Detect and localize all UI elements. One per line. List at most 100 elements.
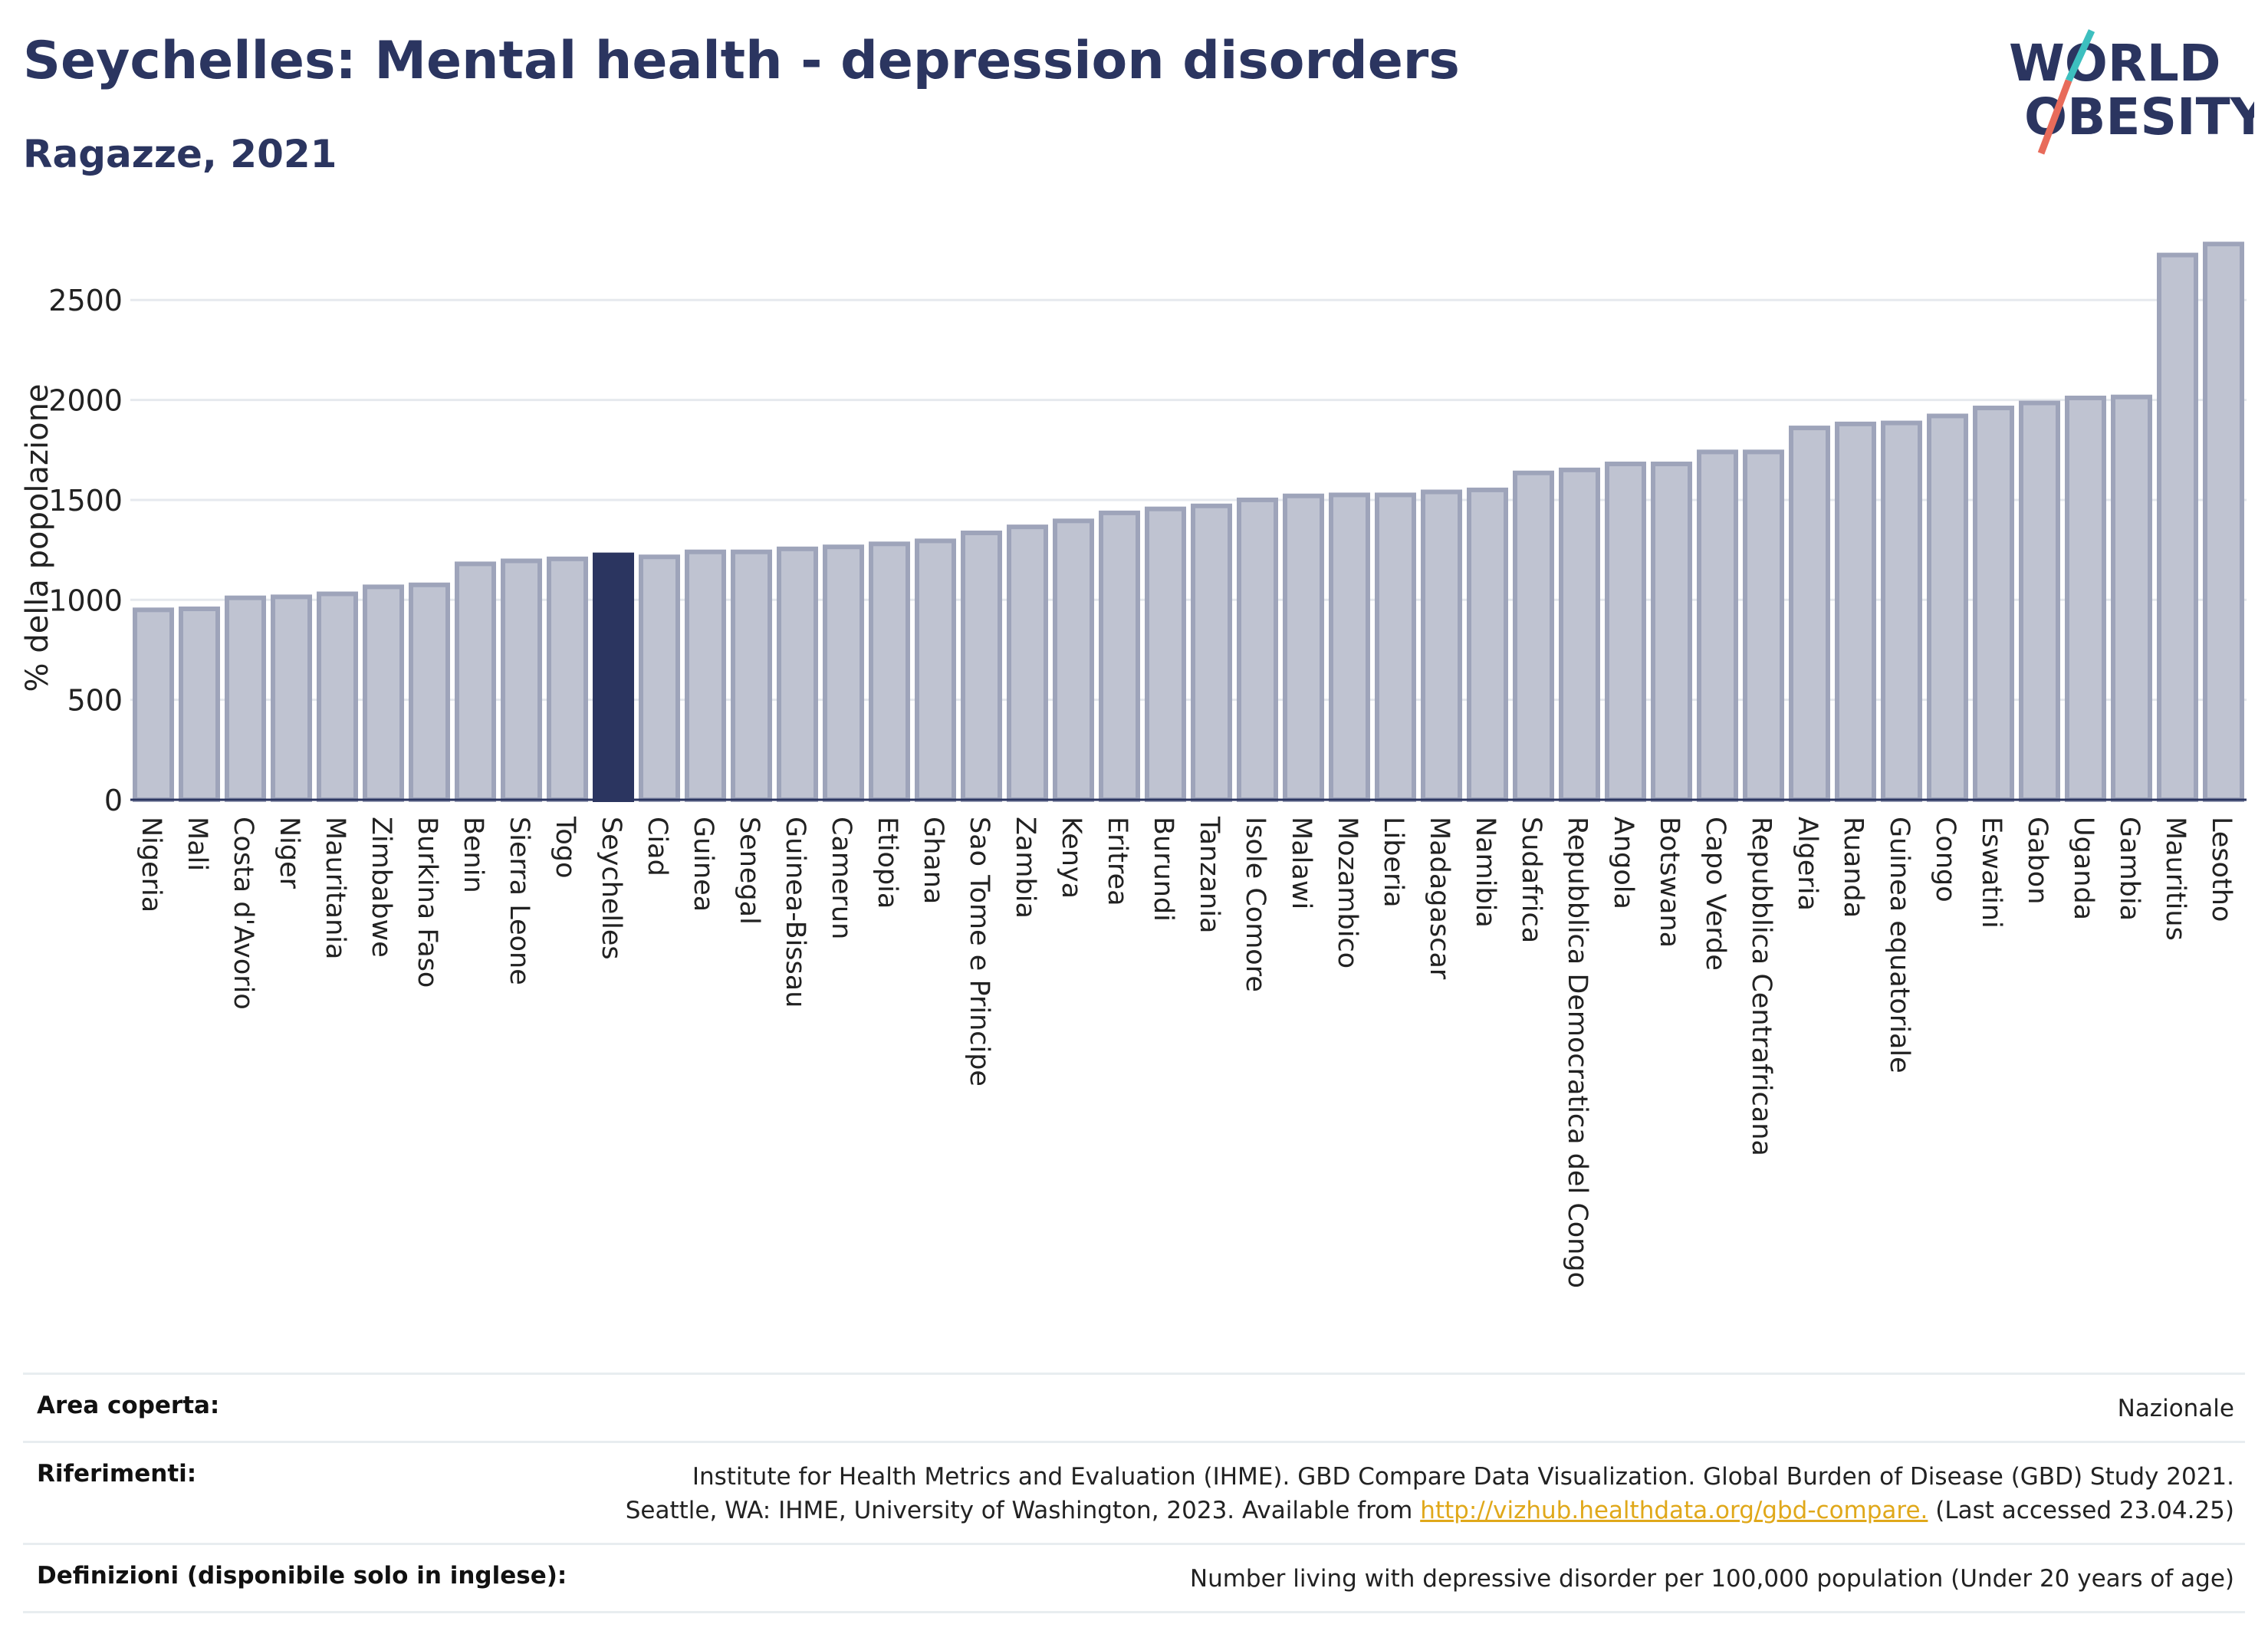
bar-isole-comore — [1237, 497, 1278, 803]
x-tick-label: Mali — [182, 817, 212, 871]
bar-zimbabwe — [363, 584, 404, 803]
x-tick-label: Zimbabwe — [366, 817, 396, 958]
bar-guinea-equatoriale — [1881, 420, 1922, 803]
bar-gabon — [2019, 400, 2060, 802]
area-value: Nazionale — [2117, 1395, 2234, 1422]
definitions-label: Definizioni (disponibile solo in inglese… — [37, 1562, 567, 1590]
x-tick-label: Costa d'Avorio — [228, 817, 258, 1010]
bar-sierra-leone — [501, 558, 542, 803]
y-axis-label: % della popolazione — [20, 383, 55, 692]
bar-congo — [1927, 413, 1968, 802]
x-tick-label: Ghana — [918, 817, 948, 904]
world-obesity-logo: WORLD OBESITY — [2009, 29, 2254, 155]
x-tick-label: Ruanda — [1838, 817, 1869, 918]
logo-stroke-teal — [2065, 29, 2095, 82]
x-tick-label: Madagascar — [1424, 817, 1454, 980]
x-tick-label: Sierra Leone — [504, 817, 534, 985]
references-line2-pre: Seattle, WA: IHME, University of Washing… — [625, 1497, 1421, 1524]
x-tick-label: Burundi — [1148, 817, 1178, 922]
bar-repubblica-centrafricana — [1743, 449, 1784, 803]
bar-mali — [179, 607, 220, 803]
references-link[interactable]: http://vizhub.healthdata.org/gbd-compare… — [1420, 1497, 1928, 1524]
bar-uganda — [2065, 395, 2106, 802]
x-tick-label: Isole Comore — [1240, 817, 1270, 992]
bar-algeria — [1789, 426, 1830, 802]
x-tick-label: Kenya — [1056, 817, 1086, 899]
bar-zambia — [1007, 524, 1048, 802]
bar-seychelles — [593, 552, 634, 803]
x-tick-label: Guinea equatoriale — [1884, 817, 1915, 1073]
bar-burundi — [1145, 506, 1186, 802]
bars — [133, 242, 2244, 803]
area-label: Area coperta: — [37, 1392, 220, 1419]
chart-title: Seychelles: Mental health - depression d… — [23, 31, 1460, 91]
y-tick-label: 2500 — [48, 284, 123, 317]
meta-row-definitions: Definizioni (disponibile solo in inglese… — [23, 1543, 2245, 1613]
bar-guinea — [685, 549, 726, 802]
y-tick-label: 500 — [67, 684, 123, 718]
bar-angola — [1605, 462, 1646, 802]
bar-namibia — [1467, 487, 1508, 802]
x-tick-label: Capo Verde — [1700, 817, 1731, 971]
x-tick-label: Camerun — [826, 817, 856, 939]
bar-botswana — [1651, 462, 1692, 802]
bar-madagascar — [1421, 489, 1462, 802]
x-tick-label: Sao Tome e Principe — [964, 817, 994, 1087]
bar-chart: 0 500 1000 1500 2000 2500 Nigeria Mali Costa d'… — [20, 242, 2247, 1288]
meta-row-area: Area coperta: Nazionale — [23, 1373, 2245, 1441]
bar-gambia — [2111, 394, 2152, 802]
bar-niger — [271, 594, 312, 802]
x-tick-label: Niger — [274, 817, 304, 889]
references-line1: Institute for Health Metrics and Evaluat… — [692, 1463, 2234, 1491]
x-tick-label: Mauritius — [2160, 817, 2191, 941]
x-tick-label: Burkina Faso — [412, 817, 442, 988]
bar-etiopia — [869, 541, 910, 802]
y-tick-label: 1000 — [48, 584, 123, 617]
x-tick-label: Zambia — [1010, 817, 1040, 919]
x-tick-label: Seychelles — [596, 817, 626, 960]
x-tick-label: Eswatini — [1976, 817, 2007, 929]
bar-guinea-bissau — [777, 546, 818, 802]
x-tick-label: Algeria — [1792, 817, 1823, 911]
bar-senegal — [731, 549, 772, 802]
definitions-value: Number living with depressive disorder p… — [1189, 1565, 2234, 1593]
x-tick-label: Angola — [1608, 817, 1639, 909]
bar-costa-d-avorio — [225, 595, 266, 802]
x-tick-label: Sudafrica — [1516, 817, 1547, 943]
y-tick-labels: 0 500 1000 1500 2000 2500 — [48, 284, 123, 817]
bar-repubblica-democratica-del-congo — [1559, 467, 1600, 802]
references-line2-post: (Last accessed 23.04.25) — [1928, 1497, 2234, 1524]
references-line2: Seattle, WA: IHME, University of Washing… — [626, 1494, 2234, 1527]
bar-mauritania — [317, 591, 358, 802]
x-tick-label: Malawi — [1286, 817, 1316, 909]
chart-subtitle: Ragazze, 2021 — [23, 132, 337, 176]
bar-lesotho — [2203, 242, 2244, 802]
x-tick-label: Mozambico — [1332, 817, 1362, 968]
x-tick-label: Uganda — [2068, 817, 2099, 920]
bar-nigeria — [133, 607, 174, 802]
bar-capo-verde — [1697, 449, 1738, 803]
x-tick-label: Lesotho — [2206, 817, 2237, 922]
references-value: Institute for Health Metrics and Evaluat… — [626, 1460, 2245, 1527]
bar-mozambico — [1329, 492, 1370, 802]
bar-mauritius — [2157, 252, 2198, 802]
x-tick-label: Botswana — [1654, 817, 1685, 948]
bar-eritrea — [1099, 510, 1140, 803]
x-tick-label: Repubblica Democratica del Congo — [1562, 817, 1593, 1288]
x-tick-label: Guinea-Bissau — [780, 817, 810, 1008]
bar-sudafrica — [1513, 470, 1554, 802]
x-tick-label: Tanzania — [1194, 816, 1224, 933]
bar-kenya — [1053, 518, 1094, 802]
y-tick-label: 2000 — [48, 384, 123, 418]
x-tick-label: Gambia — [2114, 817, 2145, 921]
bar-malawi — [1283, 493, 1324, 802]
x-tick-label: Ciad — [642, 817, 672, 876]
logo-line1: WORLD — [2009, 34, 2221, 93]
x-tick-label: Benin — [458, 817, 488, 893]
x-tick-label: Guinea — [688, 817, 718, 912]
x-tick-label: Etiopia — [872, 817, 902, 909]
bar-tanzania — [1191, 503, 1232, 802]
bar-benin — [455, 561, 496, 803]
x-tick-label: Eritrea — [1102, 817, 1132, 906]
x-tick-label: Senegal — [734, 817, 764, 925]
